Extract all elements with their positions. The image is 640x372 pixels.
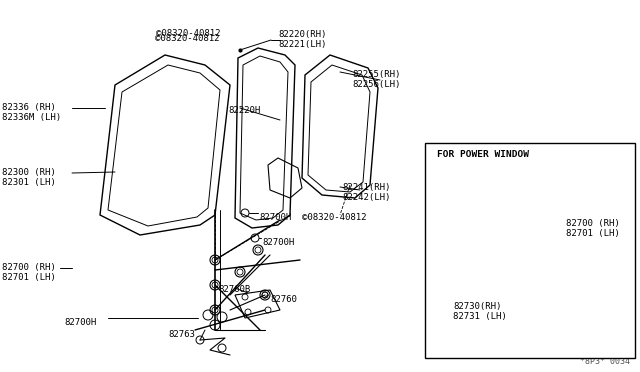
Text: 82730(RH): 82730(RH) [453, 302, 501, 311]
Text: 82300 (RH): 82300 (RH) [2, 168, 56, 177]
Bar [425, 143, 635, 358]
Text: 82760B: 82760B [218, 285, 250, 294]
Text: ©08320-40812: ©08320-40812 [155, 34, 220, 43]
Text: 82700H: 82700H [262, 238, 294, 247]
Text: 82336M (LH): 82336M (LH) [2, 113, 61, 122]
Text: 82700H: 82700H [259, 213, 291, 222]
Text: 82220(RH): 82220(RH) [278, 30, 326, 39]
Text: 82221(LH): 82221(LH) [278, 40, 326, 49]
Text: ©08320-40812: ©08320-40812 [156, 29, 221, 38]
Text: 82242(LH): 82242(LH) [342, 193, 390, 202]
Text: 82241(RH): 82241(RH) [342, 183, 390, 192]
Text: 82700 (RH): 82700 (RH) [2, 263, 56, 272]
Text: 82763: 82763 [168, 330, 195, 339]
Text: 82255(RH): 82255(RH) [352, 70, 401, 79]
Text: 82220H: 82220H [228, 106, 260, 115]
Text: ©08320-40812: ©08320-40812 [302, 213, 367, 222]
Text: 82301 (LH): 82301 (LH) [2, 178, 56, 187]
Text: 82701 (LH): 82701 (LH) [566, 229, 620, 238]
Text: 82256(LH): 82256(LH) [352, 80, 401, 89]
Text: 82336 (RH): 82336 (RH) [2, 103, 56, 112]
Text: 82700 (RH): 82700 (RH) [566, 219, 620, 228]
Text: 82760: 82760 [270, 295, 297, 304]
Text: 82701 (LH): 82701 (LH) [2, 273, 56, 282]
Text: *8P3* 0034: *8P3* 0034 [580, 357, 630, 366]
Text: FOR POWER WINDOW: FOR POWER WINDOW [437, 150, 529, 159]
Text: 82700H: 82700H [64, 318, 96, 327]
Text: 82731 (LH): 82731 (LH) [453, 312, 507, 321]
